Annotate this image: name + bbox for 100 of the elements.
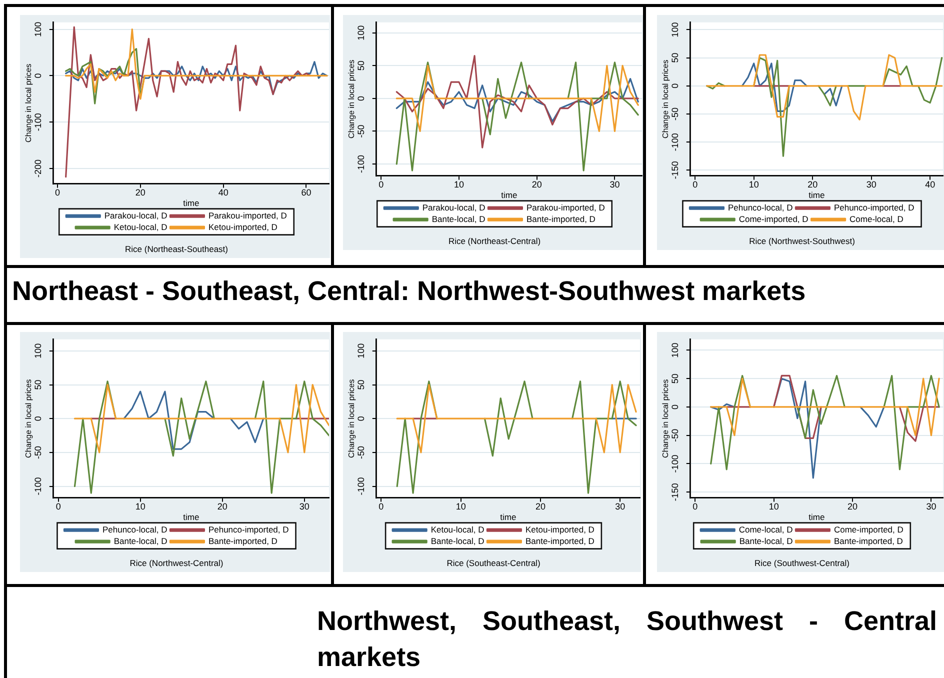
x-tick-label: 30 (299, 502, 310, 512)
legend-label: Bante-local, D (114, 536, 168, 546)
x-axis-title: time (808, 512, 825, 522)
y-tick-label: 100 (356, 25, 366, 40)
legend-label: Ketou-imported, D (208, 222, 278, 232)
x-tick-label: 10 (456, 502, 466, 512)
x-tick-label: 0 (378, 180, 384, 190)
y-tick-label: 50 (32, 380, 43, 390)
text: Northwest, Southeast, Southwest - Central markets (317, 605, 937, 674)
x-tick-label: 10 (135, 502, 146, 512)
y-tick-label: 0 (356, 96, 366, 101)
x-tick-label: 60 (301, 188, 312, 198)
text: Rice (Southwest-Central) (754, 558, 850, 568)
y-tick-label: 50 (356, 60, 366, 71)
x-tick-label: 20 (535, 502, 546, 512)
legend-label: Bante-local, D (432, 214, 486, 224)
x-tick-label: 0 (378, 502, 384, 512)
y-tick-label: 50 (670, 52, 680, 63)
y-tick-label: 50 (356, 380, 366, 390)
y-tick-label: -50 (670, 107, 680, 120)
y-tick-label: 100 (356, 343, 366, 358)
x-axis-title: time (183, 198, 200, 208)
x-tick-label: 40 (218, 188, 228, 198)
y-tick-label: -200 (32, 159, 43, 178)
x-tick-label: 0 (692, 502, 698, 512)
y-tick-label: -100 (356, 154, 366, 174)
text: Rice (Northwest-Southwest) (749, 236, 856, 246)
x-tick-label: 20 (135, 188, 146, 198)
y-tick-label: 100 (32, 343, 43, 358)
x-axis-title: time (500, 512, 516, 522)
legend-label: Ketou-local, D (114, 222, 168, 232)
y-tick-label: -150 (670, 161, 680, 180)
legend-label: Pehunco-local, D (728, 202, 793, 212)
x-tick-label: 30 (866, 180, 876, 190)
y-axis-title: Change in local prices (661, 379, 670, 458)
legend-label: Bante-imported, D (525, 536, 594, 546)
legend-label: Come-imported, D (834, 524, 904, 534)
x-tick-label: 10 (768, 502, 779, 512)
legend-label: Bante-imported, D (834, 536, 903, 546)
text: Rice (Northeast-Central) (448, 236, 541, 246)
y-tick-label: -50 (32, 446, 43, 459)
y-tick-label: 50 (670, 374, 680, 384)
legend-label: Bante-imported, D (526, 214, 596, 224)
legend-label: Parakou-local, D (104, 210, 168, 220)
legend-label: Parakou-imported, D (526, 202, 605, 212)
text: Rice (Southeast-Central) (446, 558, 540, 568)
legend-label: Parakou-local, D (422, 202, 486, 212)
y-tick-label: -100 (32, 113, 43, 132)
x-tick-label: 20 (847, 502, 858, 512)
y-tick-label: 100 (32, 22, 43, 37)
legend-label: Come-imported, D (738, 214, 808, 224)
legend-label: Ketou-local, D (430, 524, 484, 534)
legend-label: Bante-imported, D (208, 536, 278, 546)
legend-label: Bante-local, D (739, 536, 793, 546)
x-axis-title: time (501, 190, 518, 200)
x-tick-label: 30 (926, 502, 936, 512)
y-tick-label: -100 (670, 454, 680, 473)
text: Northeast - Southeast, Central: Northwest-Southwest markets (12, 274, 807, 308)
y-axis-title: Change in local prices (347, 379, 356, 458)
y-tick-label: 0 (356, 416, 366, 422)
y-tick-label: 0 (32, 73, 43, 78)
x-tick-label: 20 (532, 180, 542, 190)
legend-label: Parakou-imported, D (208, 210, 287, 220)
y-tick-label: -50 (356, 124, 366, 138)
legend-label: Pehunco-imported, D (208, 524, 289, 534)
y-axis-title: Change in local prices (661, 60, 670, 138)
y-tick-label: -100 (356, 477, 366, 496)
y-axis-title: Change in local prices (24, 64, 34, 142)
x-tick-label: 0 (55, 188, 60, 198)
y-tick-label: -150 (670, 483, 680, 502)
y-tick-label: -100 (32, 477, 43, 496)
x-tick-label: 0 (692, 180, 698, 190)
x-tick-label: 30 (610, 180, 620, 190)
y-tick-label: -50 (356, 446, 366, 459)
legend-label: Pehunco-imported, D (834, 202, 914, 212)
x-tick-label: 20 (808, 180, 818, 190)
x-tick-label: 30 (615, 502, 626, 512)
y-tick-label: 0 (670, 83, 680, 88)
legend-label: Bante-local, D (430, 536, 484, 546)
y-tick-label: 100 (670, 22, 680, 38)
x-tick-label: 20 (217, 502, 228, 512)
x-axis-title: time (183, 512, 200, 522)
y-tick-label: -100 (670, 133, 680, 152)
x-tick-label: 40 (925, 180, 936, 190)
x-tick-label: 0 (56, 502, 61, 512)
x-tick-label: 10 (454, 180, 464, 190)
x-tick-label: 10 (748, 180, 759, 190)
y-tick-label: 0 (670, 404, 680, 410)
x-axis-title: time (808, 190, 825, 200)
y-tick-label: -50 (670, 428, 680, 442)
legend-label: Come-local, D (850, 214, 904, 224)
y-tick-label: 100 (670, 342, 680, 358)
y-axis-title: Change in local prices (347, 60, 356, 138)
legend-label: Come-local, D (738, 524, 793, 534)
legend-label: Pehunco-local, D (102, 524, 168, 534)
legend-label: Ketou-imported, D (525, 524, 594, 534)
y-axis-title: Change in local prices (24, 379, 34, 458)
y-tick-label: 0 (32, 416, 43, 422)
text: Rice (Northwest-Central) (130, 558, 224, 568)
text: Rice (Northeast-Southeast) (125, 244, 228, 254)
